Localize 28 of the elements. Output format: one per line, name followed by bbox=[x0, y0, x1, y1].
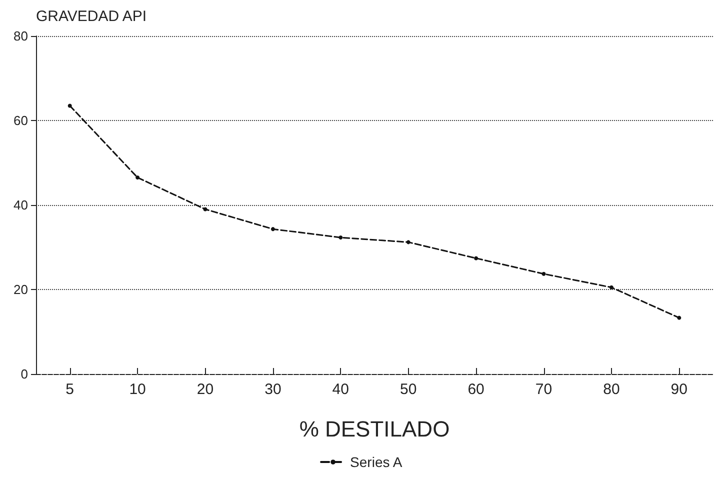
point bbox=[136, 176, 140, 180]
x-tick-label: 80 bbox=[603, 381, 620, 398]
y-tick-label: 0 bbox=[20, 366, 28, 382]
x-tick-label: 30 bbox=[264, 381, 282, 398]
x-tick-label: 60 bbox=[468, 381, 484, 398]
y-tick-label: 80 bbox=[14, 28, 28, 44]
x-tick-label: 70 bbox=[535, 381, 552, 398]
point bbox=[68, 104, 72, 108]
point bbox=[338, 236, 343, 240]
point bbox=[406, 240, 410, 244]
x-tick-label: 20 bbox=[196, 381, 214, 398]
x-tick-label: 40 bbox=[332, 381, 349, 398]
point bbox=[203, 207, 208, 212]
point bbox=[474, 256, 478, 260]
point bbox=[270, 227, 275, 232]
x-tick-label: 5 bbox=[66, 381, 74, 398]
legend-label: Series A bbox=[350, 454, 403, 470]
point bbox=[677, 316, 682, 320]
y-tick-label: 20 bbox=[14, 282, 28, 297]
y-tick-label: 40 bbox=[14, 198, 28, 212]
y-axis-title: GRAVEDAD API bbox=[36, 8, 147, 25]
point bbox=[542, 272, 546, 276]
x-axis-title: % DESTILADO bbox=[299, 416, 450, 442]
x-tick-label: 50 bbox=[400, 381, 417, 398]
y-tick-label: 60 bbox=[14, 113, 28, 128]
point bbox=[609, 285, 614, 290]
x-tick-label: 90 bbox=[670, 381, 688, 398]
x-tick-label: 10 bbox=[129, 381, 146, 398]
